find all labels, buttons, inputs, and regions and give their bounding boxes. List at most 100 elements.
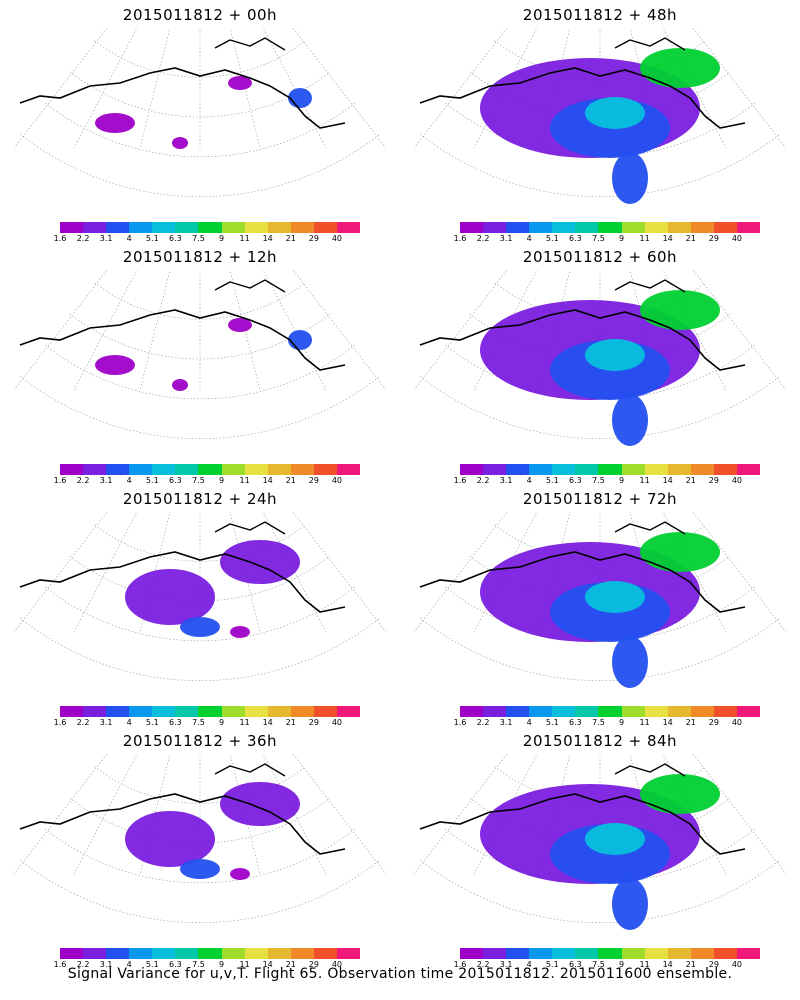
colorbar-swatch <box>336 948 361 959</box>
colorbar-label: 14 <box>662 476 673 485</box>
forecast-panel: 2015011812 + 36h 1.6 2.2 3.1 4 5.1 6.3 7.5 9 11 14… <box>0 726 400 971</box>
colorbar-label: 2.2 <box>476 960 490 969</box>
colorbar-label: 7.5 <box>192 960 205 969</box>
variance-field <box>95 318 312 391</box>
colorbar-label: 40 <box>731 234 743 243</box>
colorbar-swatch <box>290 222 314 233</box>
colorbar-swatch <box>106 222 130 233</box>
colorbar-label: 1.6 <box>53 960 67 969</box>
colorbar-swatch <box>198 948 222 959</box>
variance-field <box>480 48 720 204</box>
colorbar-label: 14 <box>262 960 273 969</box>
colorbar-label: 3.1 <box>99 476 113 485</box>
colorbar-label: 3.1 <box>99 234 113 243</box>
colorbar-label: 7.5 <box>592 718 605 727</box>
colorbar-label: 21 <box>685 960 696 969</box>
colorbar-swatch <box>244 222 268 233</box>
colorbar-swatch <box>529 222 553 233</box>
colorbar-swatch <box>460 464 484 475</box>
colorbar-label: 3.1 <box>99 718 113 727</box>
colorbar-label: 6.3 <box>169 718 182 727</box>
colorbar-label: 2.2 <box>476 718 490 727</box>
variance-field <box>125 782 300 880</box>
colorbar-swatch <box>621 464 645 475</box>
colorbar-label: 11 <box>639 234 650 243</box>
colorbar-swatch <box>667 948 691 959</box>
forecast-panel: 2015011812 + 24h 1.6 2.2 3.1 4 5.1 6.3 7.5 9 11 14… <box>0 484 400 729</box>
colorbar-swatch <box>152 948 176 959</box>
coastline <box>19 67 346 129</box>
colorbar-swatch <box>336 222 361 233</box>
colorbar-swatch <box>575 948 599 959</box>
colorbar-swatch <box>690 222 714 233</box>
colorbar-swatch <box>221 948 245 959</box>
colorbar-swatch <box>129 222 153 233</box>
colorbar-label: 1.6 <box>53 718 67 727</box>
variance-field <box>125 540 300 638</box>
colorbar-label: 14 <box>262 718 273 727</box>
colorbar-swatch <box>621 706 645 717</box>
colorbar-label: 4 <box>126 960 132 969</box>
colorbar-label: 1.6 <box>53 234 67 243</box>
colorbar-swatch <box>736 222 761 233</box>
colorbar-label: 1.6 <box>453 718 467 727</box>
colorbar-label: 14 <box>262 234 273 243</box>
colorbar-swatch <box>575 222 599 233</box>
map-plot <box>413 270 787 446</box>
panel-title: 2015011812 + 00h <box>122 6 278 24</box>
colorbar-swatch <box>290 464 314 475</box>
panel-title: 2015011812 + 48h <box>522 6 678 24</box>
colorbar-swatch <box>529 948 553 959</box>
colorbar <box>60 948 361 959</box>
colorbar-swatch <box>267 948 291 959</box>
map-plot <box>13 512 387 681</box>
colorbar-swatch <box>483 222 507 233</box>
colorbar-label: 4 <box>126 234 132 243</box>
coastline <box>19 793 346 855</box>
colorbar-swatch <box>198 222 222 233</box>
colorbar-label: 6.3 <box>169 960 182 969</box>
colorbar-label: 40 <box>731 476 743 485</box>
colorbar-label: 11 <box>639 718 650 727</box>
colorbar-label: 5.1 <box>145 476 159 485</box>
colorbar-swatch <box>552 222 576 233</box>
colorbar-swatch <box>244 464 268 475</box>
colorbar <box>460 222 761 233</box>
colorbar-swatch <box>175 464 199 475</box>
colorbar-label: 21 <box>285 234 296 243</box>
colorbar-labels: 1.6 2.2 3.1 4 5.1 6.3 7.5 9 11 14 21 29 40 <box>454 718 760 728</box>
panel-title: 2015011812 + 84h <box>522 732 678 750</box>
panel-title: 2015011812 + 60h <box>522 248 678 266</box>
colorbar-swatch <box>552 948 576 959</box>
colorbar-swatch <box>313 948 337 959</box>
colorbar-swatch <box>221 464 245 475</box>
colorbar-label: 4 <box>526 234 532 243</box>
colorbar-swatch <box>644 464 668 475</box>
colorbar-swatch <box>483 464 507 475</box>
map-plot <box>13 270 387 439</box>
colorbar-swatch <box>313 464 337 475</box>
colorbar-label: 21 <box>285 476 296 485</box>
colorbar-swatch <box>313 706 337 717</box>
forecast-panel: 2015011812 + 12h 1.6 2.2 3.1 4 5.1 6.3 7.5 9 11 14… <box>0 242 400 487</box>
colorbar <box>460 706 761 717</box>
map-plot <box>413 754 787 930</box>
colorbar-swatch <box>690 706 714 717</box>
colorbar-swatch <box>460 222 484 233</box>
colorbar <box>60 222 361 233</box>
panel-title: 2015011812 + 72h <box>522 490 678 508</box>
colorbar-swatch <box>221 222 245 233</box>
forecast-panel: 2015011812 + 72h 1.6 2.2 3.1 4 5.1 6.3 7.5 9 11 14… <box>400 484 800 729</box>
colorbar-swatch <box>336 706 361 717</box>
colorbar-label: 9 <box>218 476 225 485</box>
colorbar-swatch <box>60 706 84 717</box>
coastline <box>19 551 346 613</box>
colorbar <box>460 464 761 475</box>
map-plot <box>13 754 387 923</box>
colorbar-label: 40 <box>731 718 743 727</box>
colorbar-label: 11 <box>239 718 250 727</box>
colorbar-swatch <box>644 948 668 959</box>
colorbar-label: 3.1 <box>499 476 513 485</box>
forecast-panel: 2015011812 + 84h 1.6 2.2 3.1 4 5.1 6.3 7.5 9 11 14… <box>400 726 800 971</box>
colorbar-swatch <box>736 464 761 475</box>
